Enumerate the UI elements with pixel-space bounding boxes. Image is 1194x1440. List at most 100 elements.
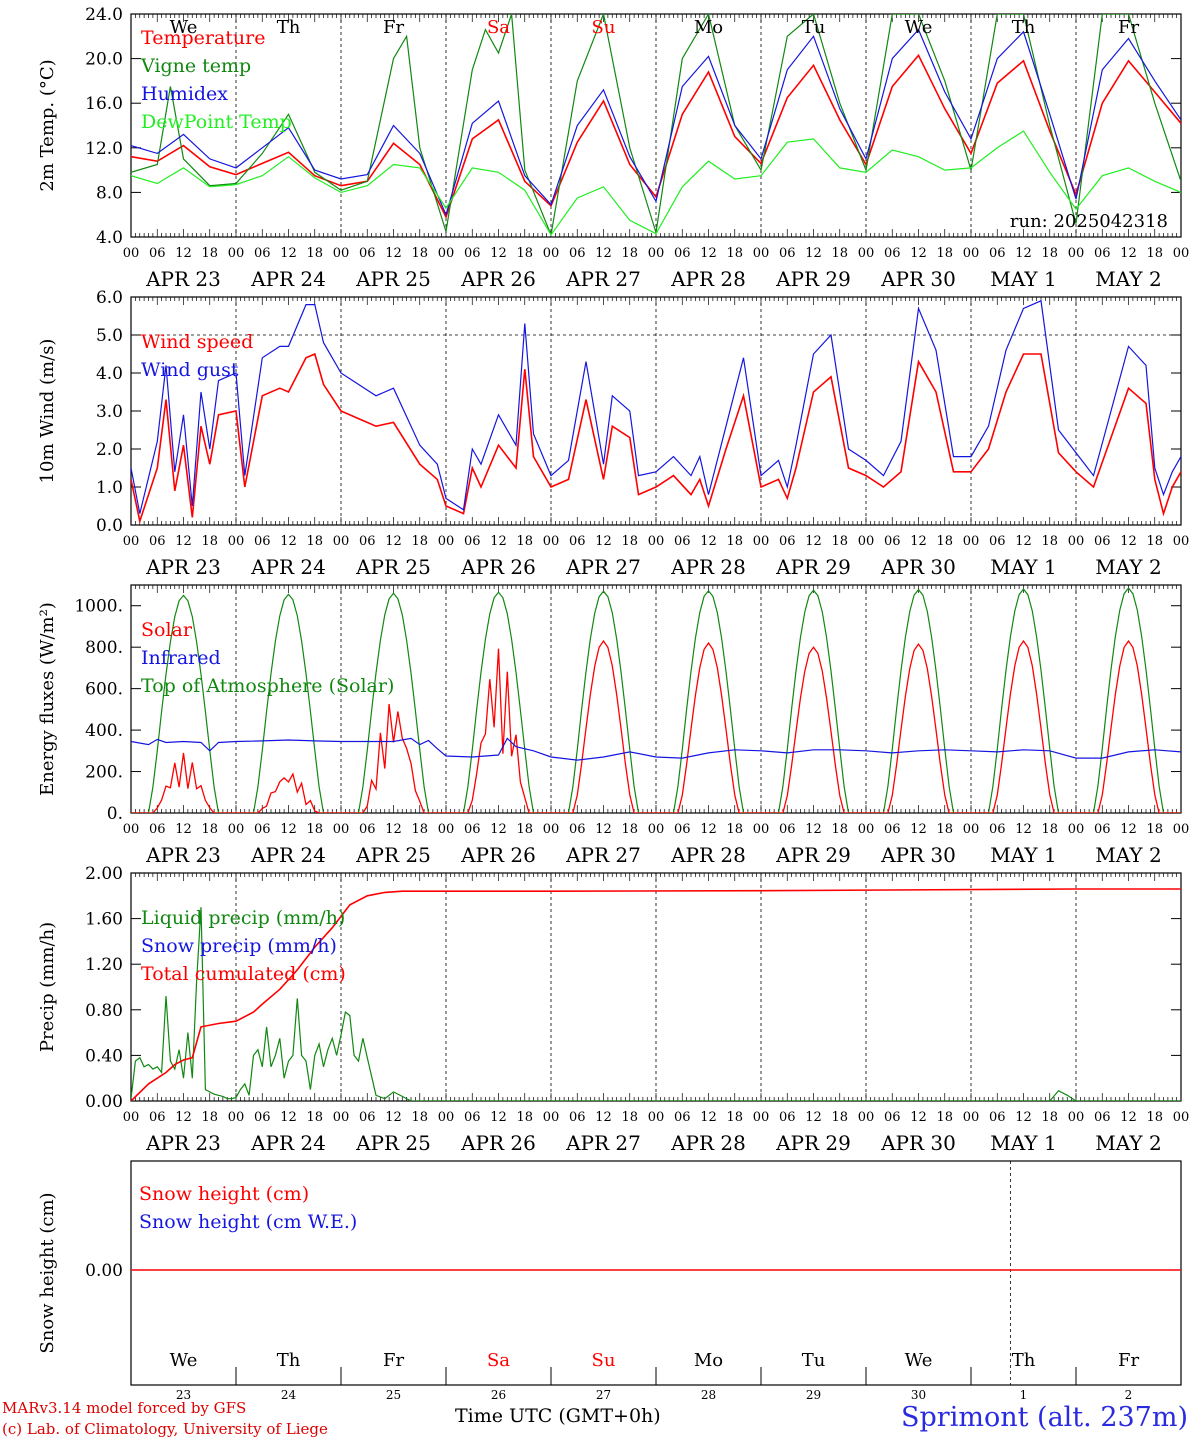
hour-tick-label: 18 bbox=[936, 534, 953, 549]
hour-tick-label: 12 bbox=[490, 822, 507, 837]
legend-entry: Temperature bbox=[141, 27, 265, 49]
date-label: APR 26 bbox=[460, 555, 536, 579]
date-label: APR 27 bbox=[565, 267, 641, 291]
hour-tick-label: 12 bbox=[595, 1110, 612, 1125]
date-label: APR 26 bbox=[460, 843, 536, 867]
hour-tick-label: 00 bbox=[543, 534, 560, 549]
date-label: APR 30 bbox=[880, 267, 956, 291]
panel-1: 00 06 12 18 00 06 12 18 00 06 12 18 00 06 12 18 00 06 12 18… bbox=[37, 5, 1189, 291]
hour-tick-label: 12 bbox=[805, 534, 822, 549]
date-label: APR 30 bbox=[880, 843, 956, 867]
hour-tick-label: 18 bbox=[516, 246, 533, 261]
legend-entry: Humidex bbox=[141, 83, 228, 105]
date-label: MAY 1 bbox=[990, 555, 1056, 579]
hour-tick-label: 00 bbox=[543, 1110, 560, 1125]
hour-tick-label: 18 bbox=[1041, 822, 1058, 837]
hour-tick-label: 06 bbox=[989, 1110, 1006, 1125]
hour-tick-label: 00 bbox=[963, 534, 980, 549]
run-label: run: 2025042318 bbox=[1010, 211, 1168, 232]
series-line-liquid-precip-mm-h bbox=[131, 907, 1181, 1101]
y-axis-label: Precip (mm/h) bbox=[37, 922, 58, 1052]
hour-tick-label: 12 bbox=[280, 1110, 297, 1125]
hour-tick-label: 18 bbox=[516, 534, 533, 549]
hour-tick-label: 18 bbox=[306, 822, 323, 837]
hour-tick-label: 18 bbox=[201, 1110, 218, 1125]
hour-tick-label: 06 bbox=[884, 1110, 901, 1125]
panel-5: We Th Fr Sa Su Mo Tu We Th Fr 23 24 25 26 27 28 29 30 1 2 0.… bbox=[37, 1160, 1182, 1402]
hour-tick-label: 12 bbox=[385, 246, 402, 261]
hour-tick-label: 00 bbox=[438, 534, 455, 549]
series-line-total-cumulated-cm bbox=[131, 888, 1181, 1101]
y-tick-label: 5.0 bbox=[96, 326, 123, 346]
legend-entry: Snow height (cm W.E.) bbox=[139, 1211, 357, 1233]
date-label: MAY 1 bbox=[990, 267, 1056, 291]
hour-tick-label: 00 bbox=[858, 534, 875, 549]
hour-tick-label: 18 bbox=[411, 534, 428, 549]
hour-tick-label: 00 bbox=[438, 1110, 455, 1125]
date-label: MAY 1 bbox=[990, 1131, 1056, 1155]
hour-tick-label: 06 bbox=[254, 1110, 271, 1125]
hour-tick-label: 18 bbox=[306, 534, 323, 549]
hour-tick-label: 00 bbox=[1068, 822, 1085, 837]
y-tick-label: 800. bbox=[85, 638, 123, 658]
hour-tick-label: 00 bbox=[228, 246, 245, 261]
date-label: APR 25 bbox=[355, 267, 431, 291]
hour-tick-label: 18 bbox=[411, 246, 428, 261]
day-name-label: Th bbox=[1012, 1350, 1036, 1371]
day-name-label: Fr bbox=[1118, 17, 1139, 38]
hour-tick-label: 00 bbox=[1173, 534, 1190, 549]
day-name-label: Su bbox=[592, 17, 616, 38]
hour-tick-label: 06 bbox=[254, 822, 271, 837]
series-group bbox=[131, 587, 1181, 813]
series-group bbox=[131, 299, 1181, 525]
hour-tick-label: 12 bbox=[280, 534, 297, 549]
hour-tick-label: 12 bbox=[910, 534, 927, 549]
hour-tick-label: 00 bbox=[753, 822, 770, 837]
y-axis-label: Energy fluxes (W/m²) bbox=[37, 602, 58, 796]
day-number-label: 26 bbox=[491, 1388, 506, 1402]
hour-tick-label: 00 bbox=[963, 1110, 980, 1125]
hour-tick-label: 18 bbox=[411, 1110, 428, 1125]
date-label: MAY 2 bbox=[1095, 267, 1161, 291]
hour-tick-label: 06 bbox=[674, 246, 691, 261]
hour-tick-label: 00 bbox=[123, 1110, 140, 1125]
series-line-infrared bbox=[131, 737, 1181, 761]
hour-tick-label: 06 bbox=[989, 534, 1006, 549]
day-name-label: Fr bbox=[1118, 1350, 1139, 1371]
hour-tick-label: 00 bbox=[1173, 246, 1190, 261]
hour-tick-label: 12 bbox=[595, 246, 612, 261]
hour-tick-label: 12 bbox=[385, 1110, 402, 1125]
day-name-label: Tu bbox=[802, 1350, 826, 1371]
series-line-extra bbox=[1049, 1089, 1077, 1101]
day-name-label: Su bbox=[592, 1350, 616, 1371]
day-number-label: 24 bbox=[281, 1388, 297, 1402]
hour-tick-label: 06 bbox=[1094, 1110, 1111, 1125]
hour-tick-label: 00 bbox=[333, 822, 350, 837]
hour-tick-label: 12 bbox=[1015, 1110, 1032, 1125]
hour-tick-label: 06 bbox=[569, 246, 586, 261]
day-name-label: Sa bbox=[487, 1350, 510, 1371]
hour-tick-label: 06 bbox=[359, 1110, 376, 1125]
legend-entry: Snow precip (mm/h) bbox=[141, 935, 337, 957]
date-label: APR 23 bbox=[145, 843, 221, 867]
hour-tick-label: 00 bbox=[858, 1110, 875, 1125]
hour-tick-label: 18 bbox=[201, 246, 218, 261]
day-name-label: We bbox=[170, 1350, 198, 1371]
hour-tick-label: 00 bbox=[858, 822, 875, 837]
series-line-wind-speed bbox=[131, 352, 1181, 525]
series-line-top-of-atmosphere bbox=[131, 587, 1181, 813]
hour-tick-label: 00 bbox=[963, 822, 980, 837]
hour-tick-label: 00 bbox=[333, 1110, 350, 1125]
y-tick-label: 24.0 bbox=[85, 5, 123, 25]
date-label: APR 23 bbox=[145, 555, 221, 579]
y-tick-label: 8.0 bbox=[96, 183, 123, 203]
hour-tick-label: 00 bbox=[963, 246, 980, 261]
hour-tick-label: 12 bbox=[280, 246, 297, 261]
day-name-label: Mo bbox=[694, 17, 723, 38]
hour-tick-label: 00 bbox=[333, 534, 350, 549]
hour-tick-label: 06 bbox=[779, 822, 796, 837]
y-tick-label: 4.0 bbox=[96, 228, 123, 248]
date-label: APR 26 bbox=[460, 1131, 536, 1155]
series-line-wind-gust bbox=[131, 299, 1181, 514]
